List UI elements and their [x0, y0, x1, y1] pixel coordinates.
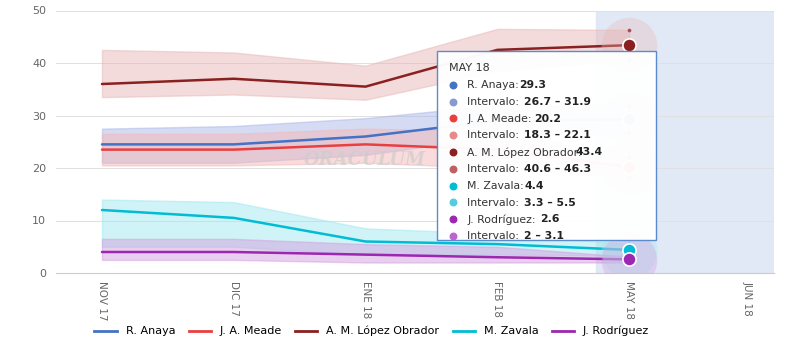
- Point: [622, 103, 635, 108]
- Point: [622, 164, 635, 170]
- FancyBboxPatch shape: [437, 51, 655, 240]
- Point: [622, 116, 635, 122]
- Text: 4.4: 4.4: [524, 181, 543, 191]
- Point: [622, 247, 635, 253]
- Point: [622, 257, 635, 262]
- Text: Intervalo:: Intervalo:: [468, 97, 523, 107]
- Point: [622, 257, 635, 262]
- Point: [622, 247, 635, 253]
- Point: [168, 266, 181, 272]
- Point: [622, 42, 635, 48]
- Point: [168, 267, 181, 273]
- Text: A. M. López Obrador:: A. M. López Obrador:: [468, 147, 586, 158]
- Point: [622, 116, 635, 122]
- Point: [622, 260, 635, 265]
- Point: [622, 27, 635, 33]
- Text: 40.6 – 46.3: 40.6 – 46.3: [524, 164, 591, 174]
- Text: 20.2: 20.2: [535, 114, 562, 124]
- Point: [168, 269, 181, 274]
- Point: [168, 268, 181, 274]
- Point: [622, 174, 635, 180]
- Text: Intervalo:: Intervalo:: [468, 198, 523, 208]
- Point: [622, 57, 635, 63]
- Point: [168, 267, 181, 273]
- Text: 18.3 – 22.1: 18.3 – 22.1: [524, 131, 591, 140]
- Point: [622, 254, 635, 260]
- Text: R. Anaya:: R. Anaya:: [468, 80, 523, 90]
- Text: MAY 18: MAY 18: [448, 63, 489, 73]
- Point: [168, 270, 181, 275]
- Text: 43.4: 43.4: [576, 147, 603, 157]
- Text: J. Rodríguez:: J. Rodríguez:: [468, 215, 539, 225]
- Text: Intervalo:: Intervalo:: [468, 231, 523, 241]
- Text: 2.6: 2.6: [539, 215, 559, 224]
- Point: [622, 164, 635, 170]
- Text: 29.3: 29.3: [519, 80, 546, 90]
- Point: [168, 267, 181, 272]
- Point: [622, 154, 635, 160]
- Text: ORACULUM: ORACULUM: [304, 151, 425, 169]
- Text: M. Zavala:: M. Zavala:: [468, 181, 527, 191]
- Point: [622, 130, 635, 136]
- Text: 2 – 3.1: 2 – 3.1: [524, 231, 564, 241]
- Text: Intervalo:: Intervalo:: [468, 164, 523, 174]
- Bar: [596, 10, 774, 273]
- Point: [622, 42, 635, 48]
- Point: [622, 241, 635, 247]
- Legend: R. Anaya, J. A. Meade, A. M. López Obrador, M. Zavala, J. Rodríguez: R. Anaya, J. A. Meade, A. M. López Obrad…: [90, 322, 654, 341]
- Point: [622, 253, 635, 258]
- Point: [168, 269, 181, 275]
- Text: 26.7 – 31.9: 26.7 – 31.9: [524, 97, 591, 107]
- Point: [168, 268, 181, 274]
- Point: [168, 268, 181, 273]
- Text: Intervalo:: Intervalo:: [468, 131, 523, 140]
- Text: 3.3 – 5.5: 3.3 – 5.5: [524, 198, 576, 208]
- Text: J. A. Meade:: J. A. Meade:: [468, 114, 535, 124]
